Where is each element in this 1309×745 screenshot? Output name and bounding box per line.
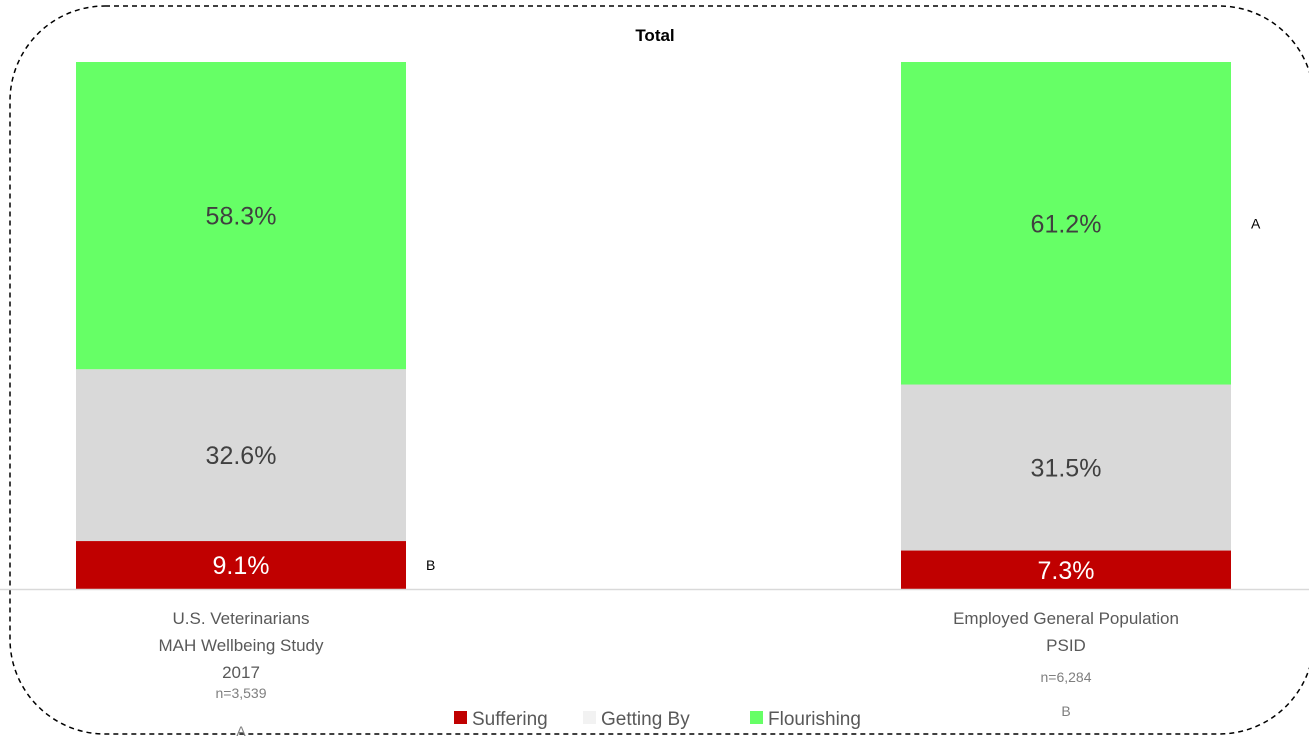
data-label: 31.5% [1031,455,1102,483]
x-axis-labels: U.S. Veterinarians MAH Wellbeing Study 201… [158,609,1178,739]
x-tick-label: U.S. Veterinarians [172,609,309,628]
x-tick-label: Employed General Population [953,609,1179,628]
legend-label: Suffering [472,709,548,730]
chart-title: Total [635,26,674,45]
x-tick-label: 2017 [222,663,260,682]
legend-label: Flourishing [768,709,861,730]
bar-segment-suffering [901,550,1231,589]
legend-label: Getting By [601,709,690,730]
data-label: 7.3% [1038,557,1095,585]
category-letter: A [236,723,246,739]
legend-swatch [454,711,467,724]
bar-segment-suffering [76,541,406,589]
sample-size-label: n=6,284 [1041,669,1092,685]
category-letter: B [1061,703,1070,719]
bars-group: 9.1% B 32.6% 58.3% 7.3% 31.5% 61.2% A [76,62,1261,589]
bar-segment-flourishing [76,62,406,370]
significance-letter: A [1251,215,1261,231]
bar-segment-getting-by [901,384,1231,551]
x-tick-label: MAH Wellbeing Study [158,636,324,655]
sample-size-label: n=3,539 [216,685,267,701]
data-label: 61.2% [1031,210,1102,238]
chart-border [9,5,1309,735]
data-label: 9.1% [213,552,270,580]
x-tick-label: PSID [1046,636,1086,655]
bar-segment-flourishing [901,62,1231,385]
legend-swatch [583,711,596,724]
data-label: 58.3% [206,203,277,231]
bar-segment-getting-by [76,369,406,542]
data-label: 32.6% [206,442,277,470]
legend-swatch [750,711,763,724]
legend: Suffering Getting By Flourishing [454,709,861,730]
significance-letter: B [426,557,435,573]
